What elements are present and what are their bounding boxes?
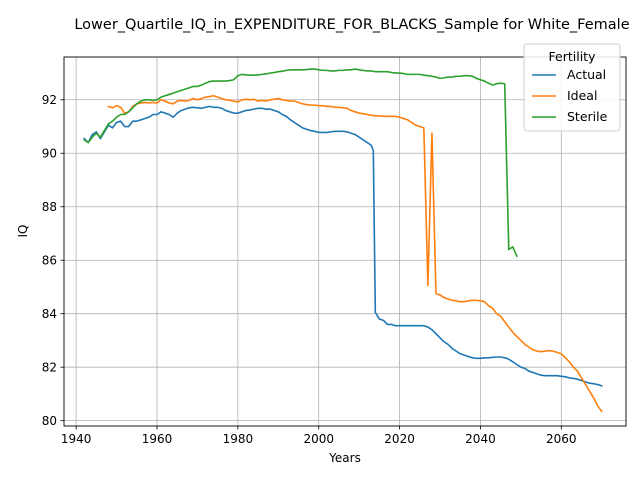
x-axis-label: Years xyxy=(328,451,361,465)
y-axis-label: IQ xyxy=(16,225,30,238)
x-tick-label: 1980 xyxy=(223,432,254,446)
legend-label-sterile: Sterile xyxy=(567,109,608,124)
x-tick-label: 2000 xyxy=(303,432,334,446)
y-tick-label: 82 xyxy=(42,360,57,374)
y-tick-label: 90 xyxy=(42,147,57,161)
x-tick-label: 1940 xyxy=(61,432,92,446)
x-tick-label: 2020 xyxy=(384,432,415,446)
x-tick-label: 1960 xyxy=(142,432,173,446)
y-tick-label: 84 xyxy=(42,307,57,321)
x-tick-label: 2060 xyxy=(546,432,577,446)
legend-label-actual: Actual xyxy=(567,67,606,82)
legend-label-ideal: Ideal xyxy=(567,88,597,103)
chart-title: Lower_Quartile_IQ_in_EXPENDITURE_FOR_BLA… xyxy=(74,17,629,33)
y-tick-label: 88 xyxy=(42,200,57,214)
x-tick-label: 2040 xyxy=(465,432,496,446)
y-tick-label: 86 xyxy=(42,254,57,268)
legend: Fertility Actual Ideal Sterile xyxy=(524,44,620,131)
y-tick-label: 92 xyxy=(42,93,57,107)
y-tick-label: 80 xyxy=(42,414,57,428)
legend-title: Fertility xyxy=(549,49,597,64)
